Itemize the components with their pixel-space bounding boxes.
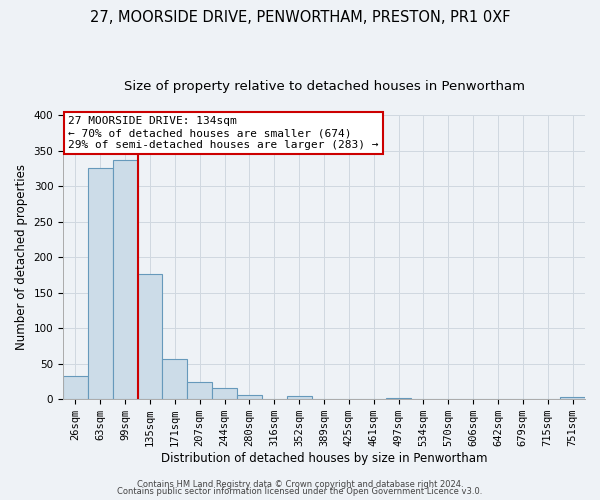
Bar: [386, 398, 411, 399]
Text: 27 MOORSIDE DRIVE: 134sqm
← 70% of detached houses are smaller (674)
29% of semi: 27 MOORSIDE DRIVE: 134sqm ← 70% of detac…: [68, 116, 379, 150]
Bar: [63, 376, 88, 399]
Bar: [137, 274, 163, 399]
X-axis label: Distribution of detached houses by size in Penwortham: Distribution of detached houses by size …: [161, 452, 487, 465]
Bar: [187, 382, 212, 399]
Y-axis label: Number of detached properties: Number of detached properties: [15, 164, 28, 350]
Text: Contains public sector information licensed under the Open Government Licence v3: Contains public sector information licen…: [118, 488, 482, 496]
Bar: [287, 396, 311, 399]
Text: 27, MOORSIDE DRIVE, PENWORTHAM, PRESTON, PR1 0XF: 27, MOORSIDE DRIVE, PENWORTHAM, PRESTON,…: [90, 10, 510, 25]
Bar: [113, 160, 137, 399]
Text: Contains HM Land Registry data © Crown copyright and database right 2024.: Contains HM Land Registry data © Crown c…: [137, 480, 463, 489]
Bar: [560, 397, 585, 399]
Bar: [212, 388, 237, 399]
Bar: [88, 168, 113, 399]
Bar: [237, 395, 262, 399]
Bar: [163, 358, 187, 399]
Title: Size of property relative to detached houses in Penwortham: Size of property relative to detached ho…: [124, 80, 524, 93]
